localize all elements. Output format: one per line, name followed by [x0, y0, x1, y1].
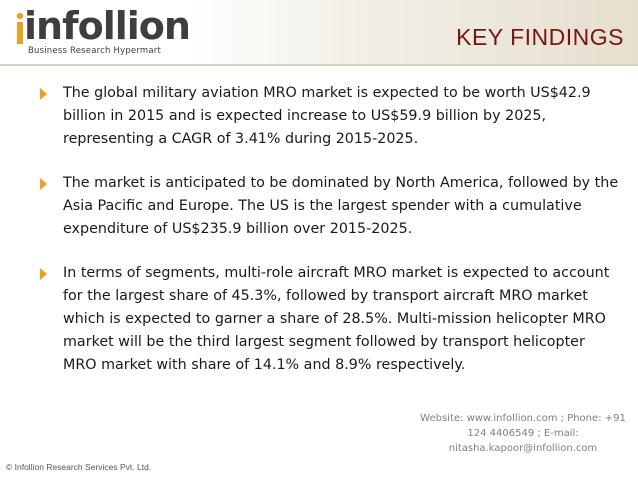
bullet-arrow-icon — [40, 88, 47, 100]
slide-header: infollion Business Research Hypermart KE… — [0, 0, 638, 66]
header-band — [188, 0, 638, 66]
finding-item: The global military aviation MRO market … — [40, 82, 620, 151]
finding-text: The global military aviation MRO market … — [63, 85, 591, 147]
finding-item: In terms of segments, multi-role aircraf… — [40, 262, 620, 377]
finding-text: The market is anticipated to be dominate… — [63, 175, 619, 237]
infollion-logo: infollion Business Research Hypermart — [8, 4, 191, 60]
header-divider — [0, 64, 638, 66]
copyright-notice: © Infollion Research Services Pvt. Ltd. — [6, 462, 152, 472]
slide-title: KEY FINDINGS — [456, 24, 624, 50]
contact-info: Website: www.infollion.com ; Phone: +91 … — [420, 413, 626, 454]
key-findings-list: The global military aviation MRO market … — [40, 82, 620, 398]
finding-text: In terms of segments, multi-role aircraf… — [63, 265, 610, 373]
logo-mark-icon — [16, 12, 24, 44]
logo-tagline: Business Research Hypermart — [28, 46, 161, 56]
bullet-arrow-icon — [40, 178, 47, 190]
finding-item: The market is anticipated to be dominate… — [40, 172, 620, 241]
bullet-arrow-icon — [40, 268, 47, 280]
logo-wordmark: infollion — [24, 4, 191, 48]
